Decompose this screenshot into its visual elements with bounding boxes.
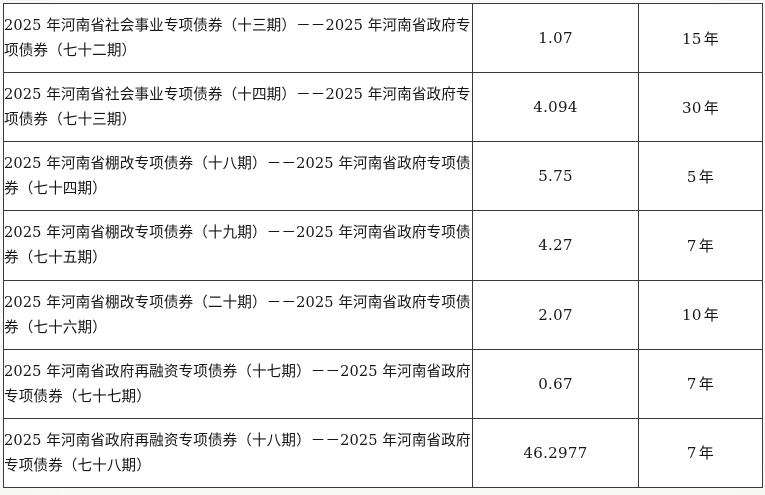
table-row: 2025 年河南省社会事业专项债券（十四期）－－2025 年河南省政府专项债券（… bbox=[3, 72, 763, 143]
table-body: 2025 年河南省社会事业专项债券（十三期）－－2025 年河南省政府专项债券（… bbox=[3, 2, 763, 489]
term-value: 15 bbox=[682, 29, 702, 48]
table-row: 2025 年河南省棚改专项债券（十八期）－－2025 年河南省政府专项债券（七十… bbox=[3, 141, 763, 212]
bond-amount-cell: 46.2977 bbox=[472, 417, 639, 489]
bond-issuance-table: 2025 年河南省社会事业专项债券（十三期）－－2025 年河南省政府专项债券（… bbox=[3, 2, 763, 489]
term-unit: 年 bbox=[698, 167, 715, 186]
term-value: 5 bbox=[686, 167, 697, 186]
bond-amount-cell: 0.67 bbox=[472, 348, 639, 419]
term-unit: 年 bbox=[703, 98, 719, 117]
term-value: 10 bbox=[682, 306, 702, 325]
table-row: 2025 年河南省棚改专项债券（二十期）－－2025 年河南省政府专项债券（七十… bbox=[3, 279, 763, 350]
bond-term-cell: 30 年 bbox=[638, 72, 763, 143]
bond-name-cell: 2025 年河南省棚改专项债券（十九期）－－2025 年河南省政府专项债券（七十… bbox=[3, 210, 473, 281]
term-unit: 年 bbox=[703, 306, 719, 325]
term-value: 7 bbox=[686, 236, 697, 255]
term-unit: 年 bbox=[698, 375, 715, 394]
bond-term-cell: 10 年 bbox=[638, 279, 763, 350]
table-row: 2025 年河南省政府再融资专项债券（十八期）－－2025 年河南省政府专项债券… bbox=[3, 417, 763, 489]
term-value: 7 bbox=[686, 375, 697, 394]
bond-name-cell: 2025 年河南省棚改专项债券（十八期）－－2025 年河南省政府专项债券（七十… bbox=[3, 141, 473, 212]
bond-amount-cell: 4.094 bbox=[472, 72, 639, 143]
term-unit: 年 bbox=[698, 236, 715, 255]
term-unit: 年 bbox=[703, 29, 719, 48]
bond-name-cell: 2025 年河南省社会事业专项债券（十四期）－－2025 年河南省政府专项债券（… bbox=[3, 72, 473, 143]
bond-amount-cell: 2.07 bbox=[472, 279, 639, 350]
bond-term-cell: 15 年 bbox=[638, 2, 763, 74]
term-unit: 年 bbox=[698, 444, 715, 463]
bond-name-cell: 2025 年河南省社会事业专项债券（十三期）－－2025 年河南省政府专项债券（… bbox=[3, 2, 473, 74]
bond-amount-cell: 4.27 bbox=[472, 210, 639, 281]
bond-name-cell: 2025 年河南省政府再融资专项债券（十八期）－－2025 年河南省政府专项债券… bbox=[3, 417, 473, 489]
bond-amount-cell: 1.07 bbox=[472, 2, 639, 74]
table-row: 2025 年河南省社会事业专项债券（十三期）－－2025 年河南省政府专项债券（… bbox=[3, 2, 763, 74]
bond-name-cell: 2025 年河南省政府再融资专项债券（十七期）－－2025 年河南省政府专项债券… bbox=[3, 348, 473, 419]
table-row: 2025 年河南省棚改专项债券（十九期）－－2025 年河南省政府专项债券（七十… bbox=[3, 210, 763, 281]
term-value: 30 bbox=[682, 98, 702, 117]
bond-name-cell: 2025 年河南省棚改专项债券（二十期）－－2025 年河南省政府专项债券（七十… bbox=[3, 279, 473, 350]
term-value: 7 bbox=[686, 444, 697, 463]
bond-amount-cell: 5.75 bbox=[472, 141, 639, 212]
table-row: 2025 年河南省政府再融资专项债券（十七期）－－2025 年河南省政府专项债券… bbox=[3, 348, 763, 419]
